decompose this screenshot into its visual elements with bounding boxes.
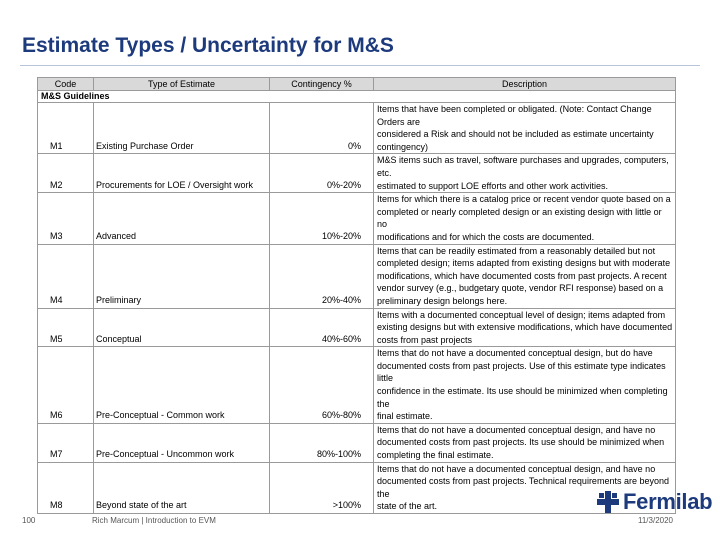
row-description: Items that have been completed or obliga… [373,101,676,155]
table-row: M3 Advanced 10%-20% Items for which ther… [37,192,676,245]
title-divider [20,65,700,66]
row-description: Items that do not have a documented conc… [373,422,676,463]
section-row: M&S Guidelines [37,90,676,103]
row-contingency: 60%-80% [269,346,374,424]
table-row: M4 Preliminary 20%-40% Items that can be… [37,243,676,309]
row-description: Items that can be readily estimated from… [373,243,676,309]
row-description: Items that do not have a documented conc… [373,346,676,424]
row-code: M4 [37,243,94,309]
fermilab-logo: Fermilab [596,489,713,515]
row-description: Items for which there is a catalog price… [373,192,676,245]
footer-presenter: Rich Marcum | Introduction to EVM [92,516,216,525]
fermilab-mark-icon [597,491,619,513]
row-code: M3 [37,192,94,245]
row-contingency: 80%-100% [269,422,374,463]
row-code: M2 [37,153,94,194]
row-contingency: 10%-20% [269,192,374,245]
row-type: Existing Purchase Order [93,101,270,155]
row-type: Pre-Conceptual - Common work [93,346,270,424]
row-code: M8 [37,461,94,515]
table-row: M5 Conceptual 40%-60% Items with a docum… [37,307,676,348]
row-code: M5 [37,307,94,348]
estimate-types-table: Code Type of Estimate Contingency % Desc… [37,77,676,515]
table-row: M7 Pre-Conceptual - Uncommon work 80%-10… [37,422,676,463]
header-code: Code [37,77,94,91]
row-type: Advanced [93,192,270,245]
row-type: Procurements for LOE / Oversight work [93,153,270,194]
table-row: M1 Existing Purchase Order 0% Items that… [37,101,676,155]
header-contingency: Contingency % [269,77,374,91]
row-contingency: 40%-60% [269,307,374,348]
row-description: Items with a documented conceptual level… [373,307,676,348]
header-description: Description [373,77,676,91]
row-code: M6 [37,346,94,424]
row-contingency: 20%-40% [269,243,374,309]
table-row: M6 Pre-Conceptual - Common work 60%-80% … [37,346,676,424]
row-type: Beyond state of the art [93,461,270,515]
row-type: Conceptual [93,307,270,348]
row-code: M7 [37,422,94,463]
row-description: Items that do not have a documented conc… [373,461,676,515]
row-contingency: 0% [269,101,374,155]
row-type: Preliminary [93,243,270,309]
table-header-row: Code Type of Estimate Contingency % Desc… [37,77,676,91]
table-row: M8 Beyond state of the art >100% Items t… [37,461,676,515]
estimate-table-container: Code Type of Estimate Contingency % Desc… [37,77,676,515]
row-contingency: 0%-20% [269,153,374,194]
page-number: 100 [22,516,36,525]
table-row: M2 Procurements for LOE / Oversight work… [37,153,676,194]
slide-title: Estimate Types / Uncertainty for M&S [22,34,394,57]
footer-date: 11/3/2020 [638,516,673,525]
section-label: M&S Guidelines [37,90,676,103]
header-type: Type of Estimate [93,77,270,91]
row-contingency: >100% [269,461,374,515]
row-code: M1 [37,101,94,155]
logo-text: Fermilab [623,489,713,514]
row-description: M&S items such as travel, software purch… [373,153,676,194]
row-type: Pre-Conceptual - Uncommon work [93,422,270,463]
